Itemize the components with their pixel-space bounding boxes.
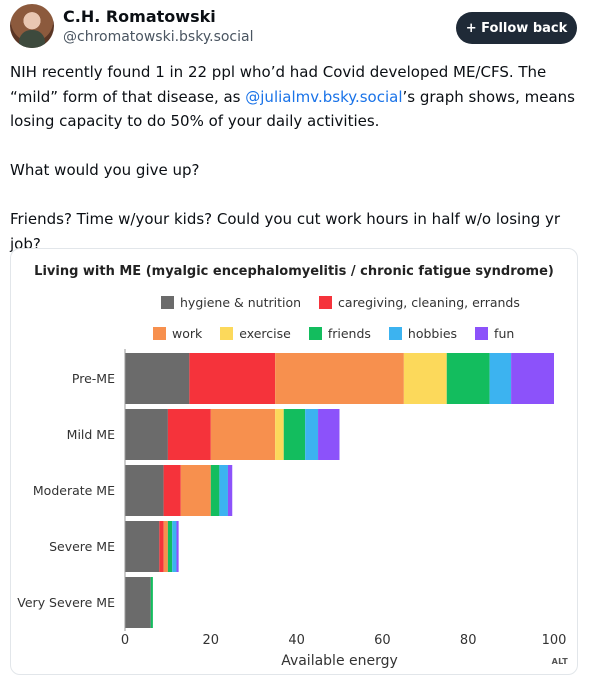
legend-swatch: [161, 296, 174, 309]
embedded-chart-image[interactable]: Living with ME (myalgic encephalomyeliti…: [10, 248, 578, 675]
bar-segment: [219, 465, 228, 516]
legend-item: work: [153, 326, 202, 341]
bar-segment: [275, 353, 404, 404]
chart-legend-row: hygiene & nutrition caregiving, cleaning,…: [161, 295, 538, 310]
legend-swatch: [308, 327, 322, 340]
bar-segment: [180, 465, 211, 516]
bar-segment: [159, 521, 164, 572]
category-label: Pre-ME: [72, 371, 115, 386]
bar-segment: [167, 521, 173, 572]
category-label: Mild ME: [67, 427, 115, 442]
legend-swatch: [319, 296, 333, 309]
x-tick-label: 60: [374, 633, 391, 648]
bar-segment: [275, 409, 284, 460]
bar-segment: [176, 521, 179, 572]
bar-segment: [125, 465, 164, 516]
post-paragraph-2: What would you give up?: [10, 161, 200, 179]
bar-segment: [489, 353, 512, 404]
chart-legend-row: work exercise friends hobbies fun: [153, 326, 532, 341]
legend-swatch: [153, 327, 166, 340]
post-text-part: ’s graph shows, means losing capacity to…: [10, 87, 575, 131]
x-tick-label: 80: [460, 633, 477, 648]
bar-segment: [283, 409, 306, 460]
bar-segment: [210, 409, 276, 460]
follow-back-button[interactable]: + Follow back: [456, 12, 577, 44]
legend-swatch: [388, 327, 402, 340]
legend-label: hobbies: [407, 326, 458, 341]
x-tick-label: 100: [542, 633, 567, 648]
bar-segment: [511, 353, 554, 404]
legend-item: fun: [475, 326, 514, 341]
legend-label: exercise: [239, 326, 291, 341]
author-handle[interactable]: @chromatowski.bsky.social: [63, 29, 254, 45]
bar-segment: [167, 409, 211, 460]
bar-segment: [210, 465, 220, 516]
legend-swatch: [220, 327, 234, 340]
category-label: Moderate ME: [33, 483, 115, 498]
bar-segment: [125, 577, 151, 628]
follow-back-label: + Follow back: [465, 20, 568, 36]
chart-title: Living with ME (myalgic encephalomyeliti…: [34, 264, 554, 279]
author-name[interactable]: C.H. Romatowski: [63, 7, 216, 26]
bar-segment: [189, 353, 276, 404]
legend-label: caregiving, cleaning, errands: [338, 295, 520, 310]
bar-segment: [163, 521, 168, 572]
bar-segment: [227, 465, 233, 516]
bar-segment: [125, 353, 190, 404]
legend-item: exercise: [220, 326, 291, 341]
x-tick-label: 0: [121, 633, 129, 648]
bar-segment: [125, 409, 168, 460]
x-tick-label: 40: [288, 633, 305, 648]
legend-label: friends: [327, 326, 371, 341]
avatar[interactable]: [10, 4, 54, 48]
legend-label: hygiene & nutrition: [180, 295, 302, 310]
category-label: Severe ME: [49, 539, 115, 554]
post-text-part: NIH recently found 1 in 22 ppl who’d had…: [10, 63, 547, 106]
legend-label: fun: [494, 326, 515, 341]
post-text: NIH recently found 1 in 22 ppl who’d had…: [10, 60, 580, 256]
bar-segment: [318, 409, 340, 460]
bar-segment: [172, 521, 177, 572]
bar-segment: [163, 465, 181, 516]
bar-segment: [150, 577, 153, 628]
x-axis-label: Available energy: [281, 653, 398, 669]
bar-segment: [305, 409, 319, 460]
legend-item: friends: [308, 326, 371, 341]
bar-chart: Pre-ME Mild ME Moderate ME Severe ME Very Se…: [17, 349, 567, 669]
alt-badge[interactable]: ALT: [551, 657, 568, 666]
legend-item: hobbies: [388, 326, 458, 341]
bar-segment: [125, 521, 160, 572]
legend-label: work: [172, 326, 203, 341]
category-label: Very Severe ME: [17, 595, 115, 610]
x-tick-label: 20: [203, 633, 220, 648]
legend-item: hygiene & nutrition: [161, 295, 301, 310]
mention-link[interactable]: @julialmv.bsky.social: [245, 87, 403, 106]
bar-segment: [446, 353, 490, 404]
legend-swatch: [475, 327, 489, 340]
post-header: C.H. Romatowski @chromatowski.bsky.socia…: [0, 0, 591, 56]
bar-segment: [403, 353, 447, 404]
legend-item: caregiving, cleaning, errands: [319, 295, 520, 310]
post-paragraph-1: NIH recently found 1 in 22 ppl who’d had…: [10, 60, 580, 134]
